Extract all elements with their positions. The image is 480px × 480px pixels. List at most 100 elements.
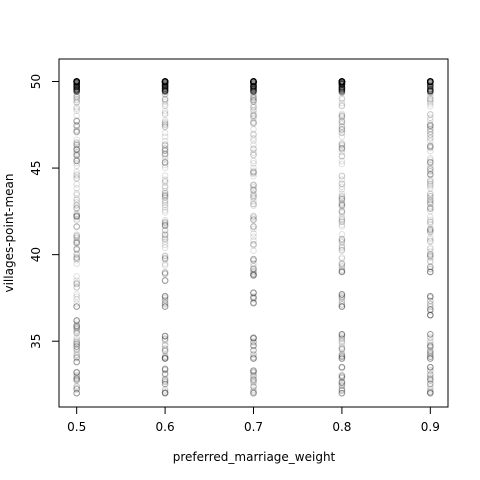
scatter-point	[338, 81, 346, 88]
scatter-point	[73, 246, 80, 253]
scatter-point	[427, 78, 434, 86]
scatter-point	[73, 150, 80, 158]
scatter-point	[250, 240, 257, 248]
scatter-point	[161, 109, 169, 117]
scatter-point	[250, 272, 257, 279]
scatter-point	[427, 110, 434, 118]
scatter-point	[338, 291, 346, 298]
scatter-point	[338, 78, 346, 85]
scatter-point	[338, 78, 346, 85]
scatter-point	[161, 78, 169, 85]
y-tick-label: 50	[29, 74, 43, 89]
scatter-point	[338, 387, 346, 394]
scatter-point	[250, 168, 257, 176]
scatter-point	[250, 149, 257, 156]
scatter-point	[338, 86, 346, 94]
scatter-point	[73, 152, 80, 159]
scatter-point	[338, 78, 346, 85]
scatter-point	[427, 82, 434, 90]
scatter-point	[250, 82, 257, 90]
scatter-point	[338, 382, 346, 390]
scatter-point	[161, 182, 169, 190]
scatter-point	[427, 363, 434, 371]
scatter-point	[427, 216, 434, 224]
scatter-point	[338, 344, 346, 352]
scatter-point	[73, 88, 80, 95]
scatter-point	[161, 370, 169, 378]
scatter-point	[73, 382, 80, 390]
scatter-point	[427, 171, 434, 178]
scatter-point	[73, 386, 80, 393]
scatter-point	[250, 86, 257, 93]
scatter-point	[73, 86, 80, 94]
scatter-point	[427, 244, 434, 251]
scatter-point	[338, 247, 346, 254]
scatter-point	[427, 355, 434, 362]
scatter-point	[338, 266, 346, 273]
scatter-point	[427, 235, 434, 243]
scatter-point	[338, 371, 346, 379]
scatter-point	[73, 358, 80, 366]
scatter-point	[250, 110, 257, 118]
scatter-point	[161, 150, 169, 158]
scatter-point	[250, 83, 257, 91]
scatter-point	[427, 389, 434, 397]
scatter-point	[250, 240, 257, 248]
scatter-point	[427, 78, 434, 85]
scatter-point	[161, 303, 169, 310]
scatter-point	[161, 84, 169, 91]
scatter-point	[73, 84, 80, 91]
scatter-point	[427, 85, 434, 93]
scatter-point	[73, 78, 80, 85]
scatter-point	[338, 85, 346, 92]
scatter-point	[250, 268, 257, 275]
scatter-point	[338, 114, 346, 121]
scatter-point	[250, 289, 257, 297]
scatter-point	[250, 98, 257, 105]
scatter-point	[338, 353, 346, 360]
scatter-point	[161, 380, 169, 388]
scatter-point	[161, 295, 169, 302]
scatter-point	[427, 158, 434, 166]
scatter-point	[250, 78, 257, 85]
scatter-point	[250, 96, 257, 104]
scatter-point	[338, 378, 346, 385]
scatter-point	[427, 158, 434, 166]
scatter-point	[161, 191, 169, 199]
scatter-point	[73, 213, 80, 220]
scatter-point	[338, 335, 346, 342]
scatter-point	[338, 133, 346, 140]
scatter-point	[161, 355, 169, 362]
scatter-point	[73, 174, 80, 182]
scatter-point	[250, 78, 257, 85]
scatter-point	[338, 261, 346, 269]
scatter-point	[250, 198, 257, 205]
scatter-point	[250, 355, 257, 362]
scatter-point	[161, 260, 169, 268]
scatter-point	[338, 141, 346, 148]
scatter-point	[427, 213, 434, 221]
scatter-point	[338, 334, 346, 342]
scatter-point	[161, 120, 169, 127]
scatter-point	[427, 89, 434, 97]
scatter-point	[73, 157, 80, 165]
scatter-point	[250, 78, 257, 85]
scatter-point	[338, 78, 346, 85]
scatter-point	[161, 269, 169, 277]
scatter-point	[73, 251, 80, 258]
scatter-point	[161, 376, 169, 384]
scatter-point	[73, 303, 80, 310]
scatter-point	[338, 330, 346, 338]
scatter-point	[73, 339, 80, 346]
scatter-point	[73, 78, 80, 85]
scatter-point	[73, 337, 80, 345]
scatter-point	[73, 234, 80, 242]
scatter-point	[427, 85, 434, 93]
scatter-point	[73, 215, 80, 223]
scatter-point	[161, 80, 169, 88]
scatter-point	[73, 284, 80, 291]
scatter-point	[427, 122, 434, 129]
scatter-point	[427, 78, 434, 85]
scatter-point	[73, 78, 80, 85]
scatter-point	[73, 238, 80, 246]
